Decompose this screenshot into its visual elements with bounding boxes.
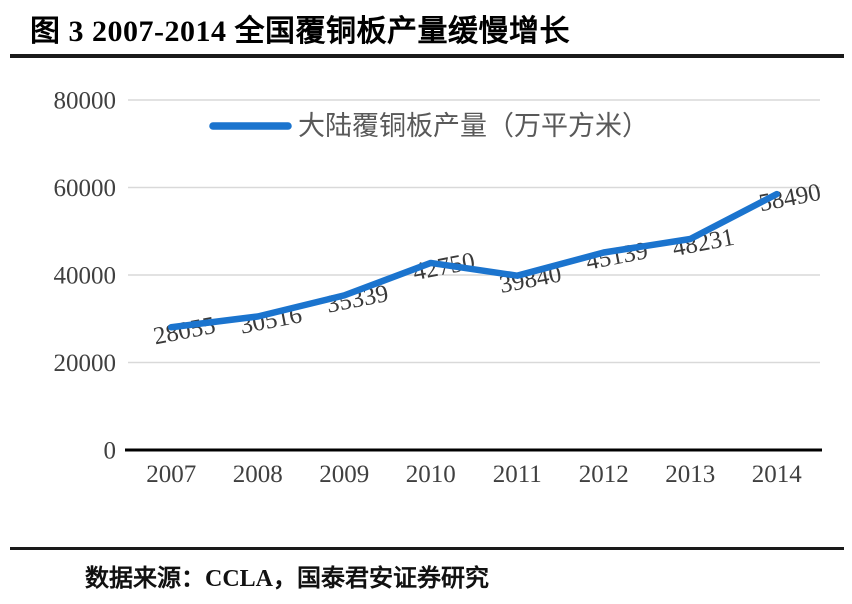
x-axis-tick-label: 2011 [493, 461, 542, 488]
x-axis-tick-label: 2012 [579, 461, 629, 488]
data-source: 数据来源：CCLA，国泰君安证券研究 [85, 566, 490, 592]
line-chart: 0 20000 40000 60000 80000 2007 2008 2009 2010 201… [0, 70, 852, 540]
legend-label: 大陆覆铜板产量（万平方米） [298, 111, 649, 141]
x-axis-tick-label: 2010 [406, 461, 456, 488]
y-axis-tick-label: 80000 [54, 88, 117, 115]
x-axis-tick-label: 2008 [233, 461, 283, 488]
y-axis-tick-label: 0 [104, 438, 117, 465]
y-axis-tick-label: 20000 [54, 350, 117, 377]
x-axis-tick-label: 2013 [665, 461, 715, 488]
y-axis-tick-label: 40000 [54, 263, 117, 290]
source-divider [10, 547, 844, 550]
y-axis-tick-label: 60000 [54, 175, 117, 202]
figure-title: 图 3 2007-2014 全国覆铜板产量缓慢增长 [30, 15, 570, 48]
series-line [168, 190, 780, 331]
x-axis-tick-label: 2014 [752, 461, 803, 488]
line-chart-canvas: 0 20000 40000 60000 80000 2007 2008 2009 2010 201… [54, 88, 824, 489]
x-axis-tick-label: 2007 [146, 461, 196, 488]
x-axis-tick-label: 2009 [319, 461, 369, 488]
data-label: 28055 [151, 312, 218, 350]
title-divider [10, 54, 844, 58]
